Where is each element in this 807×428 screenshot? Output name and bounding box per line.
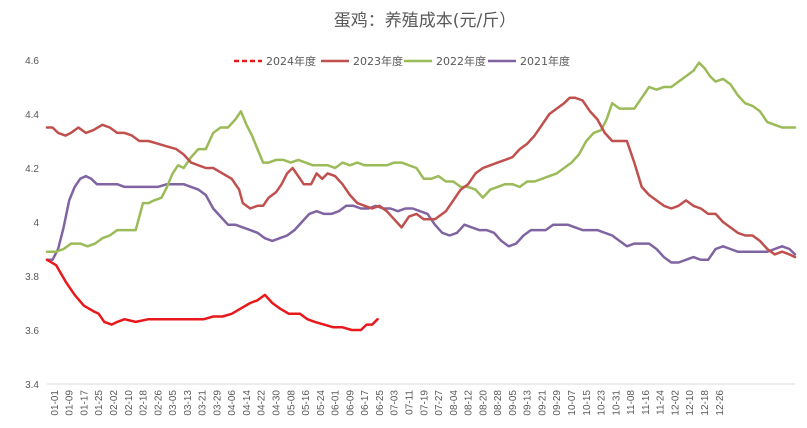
chart-title: 蛋鸡：养殖成本(元/斤）	[334, 11, 516, 31]
x-tick-label: 01-01	[50, 390, 61, 416]
y-tick-label: 3.4	[25, 380, 39, 391]
x-tick-label: 01-25	[94, 390, 105, 416]
x-tick-label: 12-10	[685, 390, 696, 416]
series-line-2022年度	[45, 61, 797, 253]
x-tick-label: 07-11	[404, 390, 415, 415]
x-tick-label: 03-05	[168, 390, 179, 416]
x-tick-label: 04-22	[257, 390, 268, 416]
x-tick-label: 05-24	[316, 390, 327, 416]
x-tick-label: 09-05	[508, 390, 519, 416]
x-tick-label: 12-26	[715, 390, 726, 416]
legend-label: 2022年度	[436, 54, 486, 68]
x-tick-label: 08-20	[478, 390, 489, 416]
x-tick-label: 05-08	[286, 390, 297, 416]
y-axis: 3.4 3.6 3.8 4 4.2 4.4 4.6	[25, 56, 39, 391]
y-tick-label: 4.4	[25, 110, 39, 121]
series-line-2023年度	[45, 96, 797, 259]
x-tick-label: 03-21	[198, 390, 209, 416]
x-tick-label: 04-06	[227, 390, 238, 416]
x-tick-label: 07-03	[390, 390, 401, 416]
x-tick-label: 06-25	[375, 390, 386, 416]
x-tick-label: 04-14	[242, 390, 253, 416]
x-tick-label: 12-02	[670, 390, 681, 416]
x-tick-label: 08-04	[449, 390, 460, 416]
x-tick-label: 09-21	[537, 390, 548, 416]
series-line-2024年度	[45, 258, 379, 332]
x-tick-label: 01-09	[65, 390, 76, 416]
x-tick-label: 11-08	[626, 390, 637, 415]
x-tick-label: 10-07	[567, 390, 578, 416]
legend: 2024年度 2023年度 2022年度 2021年度	[234, 54, 570, 68]
y-tick-label: 3.8	[25, 272, 39, 283]
x-tick-label: 09-13	[523, 390, 534, 416]
x-tick-label: 10-23	[597, 390, 608, 416]
x-tick-label: 09-29	[552, 390, 563, 416]
x-tick-label: 06-01	[331, 390, 342, 416]
legend-label: 2024年度	[266, 54, 316, 68]
y-tick-label: 4	[33, 218, 39, 229]
x-tick-label: 02-18	[139, 390, 150, 416]
x-tick-label: 12-18	[700, 390, 711, 416]
x-tick-label: 11-24	[656, 390, 667, 415]
x-tick-label: 08-28	[493, 390, 504, 416]
x-tick-label: 01-17	[79, 390, 90, 416]
series-line-2021年度	[45, 174, 797, 264]
x-tick-label: 05-16	[301, 390, 312, 416]
legend-label: 2023年度	[353, 54, 403, 68]
x-tick-label: 06-09	[345, 390, 356, 416]
x-tick-label: 03-13	[183, 390, 194, 416]
x-tick-label: 10-15	[582, 390, 593, 416]
x-tick-label: 07-27	[434, 390, 445, 416]
x-tick-label: 04-30	[272, 390, 283, 416]
x-tick-label: 07-19	[419, 390, 430, 416]
series-layer	[45, 61, 797, 332]
x-tick-label: 02-02	[109, 390, 120, 416]
x-axis: 01-01 01-09 01-17 01-25 02-02 02-10 02-18 02-26…	[47, 383, 795, 416]
x-tick-label: 08-12	[464, 390, 475, 416]
x-tick-label: 02-10	[124, 390, 135, 416]
x-tick-label: 03-29	[212, 390, 223, 416]
y-tick-label: 3.6	[25, 326, 39, 337]
y-tick-label: 4.2	[25, 164, 39, 175]
y-tick-label: 4.6	[25, 56, 39, 67]
x-tick-label: 11-16	[641, 390, 652, 415]
x-tick-label: 06-17	[360, 390, 371, 416]
x-tick-label: 02-26	[153, 390, 164, 416]
legend-label: 2021年度	[520, 54, 570, 68]
x-tick-label: 10-31	[611, 390, 622, 416]
